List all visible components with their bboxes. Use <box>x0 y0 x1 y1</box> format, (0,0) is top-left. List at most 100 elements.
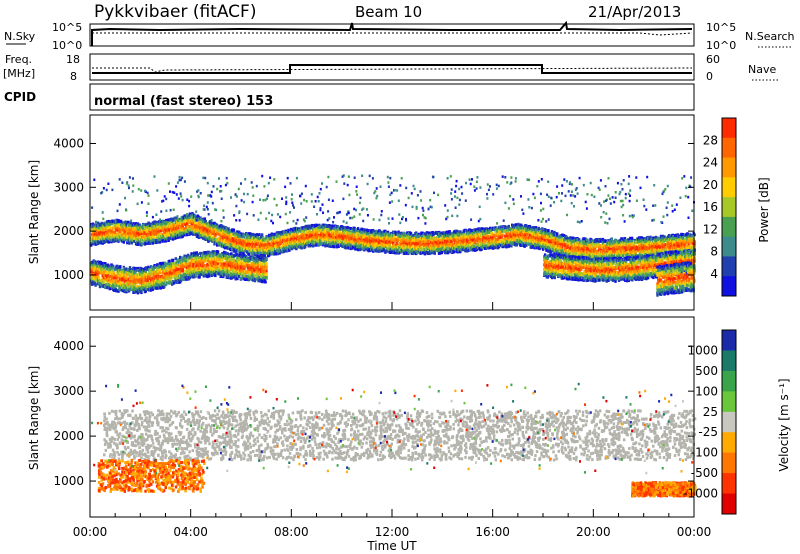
freq-panel: Freq. [MHz] 18 8 60 0 Nave <box>3 53 778 83</box>
power-cell <box>91 236 95 240</box>
power-cell <box>354 247 357 251</box>
power-cell <box>191 222 194 226</box>
power-cell <box>392 238 395 242</box>
power-cell <box>183 227 186 231</box>
power-cell <box>291 230 295 234</box>
power-cell <box>191 213 194 217</box>
power-cell <box>282 230 286 234</box>
power-cell <box>261 246 265 250</box>
power-cell <box>411 249 414 253</box>
power-cell <box>288 248 291 252</box>
power-cell <box>382 247 385 251</box>
power-data <box>90 174 696 297</box>
power-cell <box>341 242 345 246</box>
power-cell <box>424 248 428 252</box>
power-cell <box>306 230 310 234</box>
power-cell <box>440 251 443 255</box>
power-cell <box>316 223 319 227</box>
power-cell <box>283 238 287 242</box>
power-cell <box>251 245 254 249</box>
power-cell <box>286 248 289 252</box>
power-cell <box>361 237 364 241</box>
power-cell <box>304 245 307 249</box>
power-cell <box>355 242 358 246</box>
power-cell <box>303 230 306 234</box>
power-cell <box>124 220 127 224</box>
power-cell <box>388 244 391 248</box>
power-cell <box>387 237 391 241</box>
nsky-label: N.Sky <box>4 30 36 43</box>
power-cell <box>380 249 384 253</box>
power-cell <box>133 240 136 243</box>
power-cell <box>278 246 281 250</box>
power-cell <box>386 235 389 239</box>
power-cell <box>299 229 302 233</box>
power-cell <box>289 244 293 248</box>
power-cell <box>371 235 374 239</box>
power-cell <box>164 218 168 222</box>
power-cell <box>112 239 116 243</box>
power-cell <box>260 245 263 249</box>
power-cell <box>349 227 353 230</box>
power-cell <box>372 248 376 252</box>
power-cell <box>363 229 367 233</box>
power-cell <box>423 240 427 244</box>
power-cell <box>296 232 299 236</box>
power-cell <box>179 226 182 230</box>
power-cell <box>369 239 372 243</box>
power-cell <box>209 220 213 224</box>
power-cell <box>377 247 380 251</box>
power-cell <box>135 232 139 236</box>
power-cell <box>349 230 352 234</box>
power-cell <box>216 229 220 233</box>
power-cell <box>90 224 94 228</box>
power-cell <box>105 228 108 231</box>
power-cell <box>375 244 378 247</box>
power-cell <box>386 241 390 245</box>
power-cell <box>222 225 225 229</box>
power-cell <box>277 231 280 235</box>
power-cell <box>351 245 354 249</box>
power-cell <box>149 241 152 245</box>
power-cell <box>344 242 347 245</box>
power-cell <box>354 239 357 243</box>
power-cell <box>103 236 106 240</box>
power-cell <box>311 239 314 243</box>
power-cell <box>97 236 100 240</box>
power-cell <box>305 238 309 242</box>
power-cell <box>294 244 297 248</box>
power-cell <box>247 240 251 244</box>
power-cell <box>294 236 297 240</box>
power-cell <box>239 248 243 252</box>
nsearch-trace <box>92 32 693 36</box>
power-cell <box>111 222 114 226</box>
nsky-panel: N.Sky 10^5 10^0 10^5 10^0 N.Search <box>4 20 795 52</box>
nsky-trace <box>91 20 693 46</box>
power-cell <box>494 246 497 250</box>
power-cell <box>288 234 291 238</box>
power-cell <box>223 246 227 250</box>
power-cell <box>159 229 162 233</box>
power-cell <box>232 242 236 246</box>
power-cell <box>396 239 399 243</box>
power-cell <box>209 231 213 235</box>
power-cell <box>402 241 406 245</box>
power-cell <box>138 233 141 237</box>
power-cell <box>119 228 122 232</box>
power-cell <box>317 242 320 246</box>
power-cell <box>127 224 130 228</box>
power-cell <box>90 243 93 247</box>
power-cell <box>169 222 172 225</box>
power-cell <box>296 245 299 249</box>
power-cell <box>327 238 331 242</box>
power-cell <box>127 220 130 224</box>
power-cell <box>119 232 122 236</box>
power-cell <box>436 241 439 245</box>
power-cell <box>342 233 346 237</box>
power-cell <box>203 217 206 221</box>
cpid-label: CPID <box>4 90 36 104</box>
power-cell <box>422 237 425 241</box>
power-cell <box>97 240 100 244</box>
power-cell <box>201 231 204 235</box>
